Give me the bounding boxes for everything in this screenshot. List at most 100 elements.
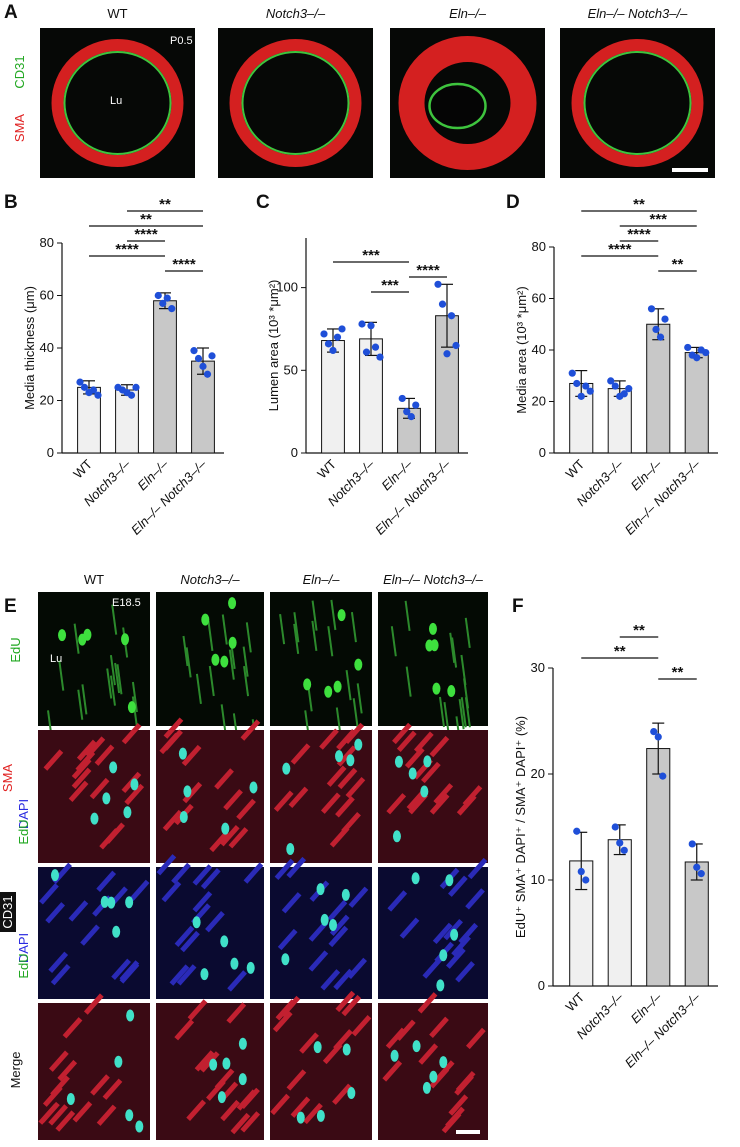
stain-label: SMA [12,114,27,143]
fiber [392,722,412,745]
nucleus [422,1081,431,1094]
fiber [220,704,227,735]
fiber [341,994,362,1017]
nucleus [130,778,139,791]
nucleus [392,830,401,843]
fiber [299,1032,319,1054]
fiber [445,1106,465,1128]
data-point [577,392,585,400]
bar [684,352,709,454]
data-point [159,299,167,307]
data-point [329,346,337,355]
data-point [443,350,451,358]
fiber [192,864,213,886]
fiber [303,1102,323,1125]
data-point [324,340,333,348]
data-point [199,362,207,370]
fiber [286,1069,307,1091]
significance-label: ** [672,664,684,681]
fiber [467,857,488,880]
fiber [236,798,256,821]
column-title: Notch3–/– [180,572,240,587]
nucleus [246,961,255,974]
nucleus [313,1041,322,1054]
nucleus [439,949,448,962]
fiber [195,673,202,704]
panel-letter: D [506,192,520,213]
micrograph [40,28,195,178]
fiber [58,660,65,691]
data-point [333,333,342,341]
data-point [702,348,710,357]
fiber [460,697,467,728]
nucleus [408,767,417,780]
fiber [417,992,438,1014]
fiber [131,696,138,727]
fiber [311,620,318,652]
media-ring [51,39,184,167]
nucleus [430,639,439,652]
nucleus [220,935,229,948]
nucleus [100,895,109,908]
stain-label: DAPI [16,799,31,829]
fiber [208,665,215,697]
data-point [582,876,590,884]
lumen-label: Lu [110,95,122,107]
panel-letter: E [4,596,17,617]
data-point [611,823,619,831]
data-point [362,348,371,356]
nucleus [217,1091,226,1104]
micrograph [378,857,488,999]
fiber [240,1111,261,1133]
fiber [464,617,471,649]
image-bg [156,867,264,999]
fiber [293,612,300,643]
row-label: EdU [16,819,31,844]
fiber [443,701,450,733]
fiber [336,745,357,767]
nucleus [230,957,239,970]
data-point [438,300,447,308]
fiber [106,668,113,699]
fiber [176,964,197,986]
nucleus [316,883,325,896]
nucleus [447,685,456,698]
nucleus [324,685,333,698]
fiber [73,623,80,654]
fiber [455,961,475,983]
fiber [455,1070,476,1093]
fiber [174,1019,195,1041]
fiber [274,858,295,880]
fiber [429,1067,450,1089]
significance-label: ** [140,211,152,228]
fiber [433,783,454,805]
fiber [81,684,88,715]
fiber [72,1101,93,1123]
fiber [458,922,479,945]
panel-letter: F [512,596,524,617]
nucleus [192,916,201,929]
nucleus [126,1009,135,1022]
fiber [96,870,117,892]
nucleus [221,822,230,835]
data-point [398,394,406,403]
y-axis-label: Lumen area (10³ *μm²) [266,280,281,412]
micrograph [560,28,715,178]
nucleus [222,1057,231,1070]
fiber [90,1074,110,1096]
y-tick-label: 0 [538,978,545,993]
fiber [345,670,352,701]
fiber [413,731,434,753]
nucleus [107,896,116,909]
fiber [50,963,71,986]
significance-label: **** [172,256,196,273]
stain-label: EdU [16,953,31,978]
fiber [245,622,252,653]
nucleus [112,925,121,938]
fiber [187,999,208,1021]
nucleus [429,1070,438,1083]
fiber [209,830,230,853]
fiber [205,911,225,933]
nucleus [320,913,329,926]
fiber [350,612,357,643]
